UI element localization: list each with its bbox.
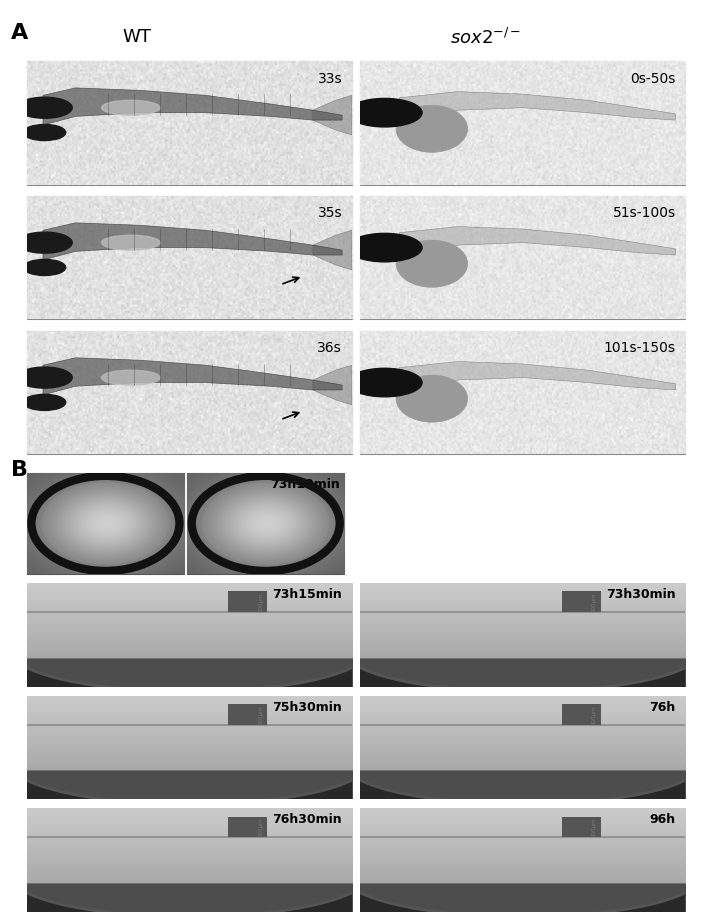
Text: 33s: 33s [318, 72, 342, 85]
Bar [27, 62, 352, 186]
Circle shape [347, 369, 422, 397]
Circle shape [17, 368, 72, 389]
Circle shape [17, 233, 72, 254]
Text: 500µm: 500µm [258, 592, 264, 611]
PathPatch shape [313, 96, 352, 136]
Bar [187, 473, 344, 574]
Text: 75h30min: 75h30min [272, 700, 342, 713]
Bar [228, 704, 267, 725]
Polygon shape [328, 651, 703, 698]
Text: A: A [11, 23, 28, 43]
Polygon shape [328, 876, 703, 919]
PathPatch shape [399, 362, 676, 391]
PathPatch shape [313, 231, 352, 270]
Text: 73h15min: 73h15min [272, 587, 342, 601]
Polygon shape [0, 763, 385, 810]
Circle shape [23, 260, 66, 277]
Text: 500µm: 500µm [592, 704, 597, 724]
Bar [360, 62, 685, 186]
PathPatch shape [313, 366, 352, 405]
Ellipse shape [101, 236, 160, 251]
Text: 0s-50s: 0s-50s [631, 72, 676, 85]
Circle shape [23, 125, 66, 142]
Text: $\mathit{sox2}^{-/-}$: $\mathit{sox2}^{-/-}$ [450, 28, 521, 48]
Bar [360, 197, 685, 320]
Bar [27, 473, 184, 574]
Text: 51s-100s: 51s-100s [612, 206, 676, 221]
Polygon shape [328, 763, 703, 810]
Bar [562, 704, 601, 725]
Text: WT: WT [122, 28, 152, 46]
Ellipse shape [101, 101, 160, 116]
Text: 101s-150s: 101s-150s [604, 341, 676, 355]
Text: 35s: 35s [318, 206, 342, 221]
Circle shape [17, 98, 72, 119]
Bar [27, 331, 352, 455]
Bar [562, 592, 601, 612]
Text: 500µm: 500µm [258, 817, 264, 836]
Bar [27, 197, 352, 320]
PathPatch shape [399, 227, 676, 255]
Text: 500µm: 500µm [592, 592, 597, 611]
PathPatch shape [399, 93, 676, 121]
Bar [360, 331, 685, 455]
Ellipse shape [396, 241, 467, 288]
Ellipse shape [42, 483, 169, 564]
Ellipse shape [396, 376, 467, 423]
Text: 76h: 76h [650, 700, 676, 713]
Ellipse shape [202, 483, 329, 564]
Ellipse shape [101, 370, 160, 386]
Text: 96h: 96h [650, 812, 676, 825]
Ellipse shape [396, 106, 467, 153]
PathPatch shape [43, 223, 342, 261]
Circle shape [347, 234, 422, 263]
Text: 73h30min: 73h30min [606, 587, 676, 601]
Text: B: B [11, 460, 27, 480]
PathPatch shape [43, 89, 342, 126]
Text: 500µm: 500µm [258, 704, 264, 724]
Bar [228, 817, 267, 837]
Bar [228, 592, 267, 612]
Polygon shape [0, 876, 385, 919]
Text: 73h10min: 73h10min [270, 477, 340, 491]
Bar [562, 817, 601, 837]
Text: 500µm: 500µm [592, 817, 597, 836]
PathPatch shape [43, 358, 342, 395]
Text: 76h30min: 76h30min [273, 812, 342, 825]
Circle shape [23, 395, 66, 411]
Text: 36s: 36s [317, 341, 342, 355]
Polygon shape [0, 651, 385, 698]
Circle shape [347, 99, 422, 128]
